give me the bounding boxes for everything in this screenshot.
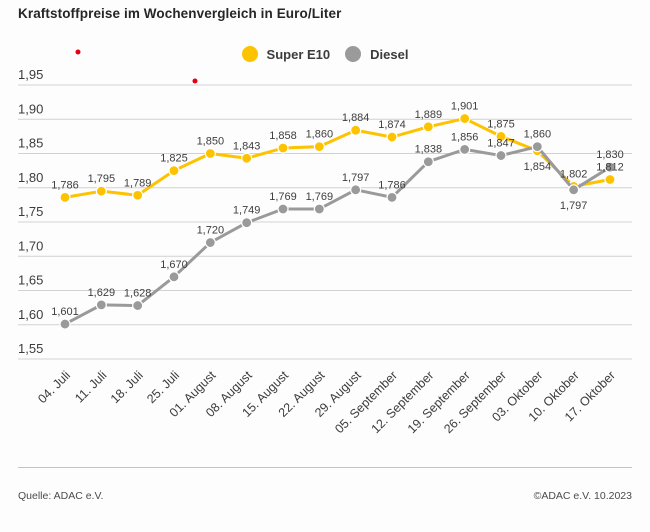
data-point-value-label: 1,789 bbox=[124, 177, 152, 189]
data-point-value-label: 1,838 bbox=[415, 144, 443, 156]
legend-item-super-e10: Super E10 bbox=[241, 46, 331, 62]
super-e10-data-point bbox=[386, 131, 398, 143]
legend: Super E10 Diesel bbox=[0, 46, 650, 62]
data-point-value-label: 1,629 bbox=[88, 287, 116, 299]
data-point-value-label: 1,856 bbox=[451, 131, 479, 143]
y-axis-tick-label: 1,55 bbox=[18, 341, 43, 356]
y-axis-tick-label: 1,75 bbox=[18, 204, 43, 219]
data-point-value-label: 1,874 bbox=[378, 119, 406, 131]
data-point-value-label: 1,769 bbox=[269, 191, 297, 203]
footer-divider bbox=[18, 467, 632, 468]
data-point-value-label: 1,601 bbox=[51, 306, 79, 318]
diesel-data-point bbox=[168, 271, 180, 283]
diesel-data-point bbox=[241, 217, 253, 229]
super-e10-data-point bbox=[422, 121, 434, 133]
data-point-value-label: 1,797 bbox=[342, 172, 370, 184]
legend-label-super-e10: Super E10 bbox=[266, 46, 331, 62]
data-point-value-label: 1,749 bbox=[233, 205, 261, 217]
y-axis-tick-label: 1,95 bbox=[18, 67, 43, 82]
x-axis-tick-label: 18. Juli bbox=[108, 368, 146, 406]
data-point-value-label: 1,889 bbox=[415, 109, 443, 121]
y-axis-tick-label: 1,85 bbox=[18, 136, 43, 151]
data-point-value-label: 1,860 bbox=[524, 129, 552, 141]
data-point-value-label: 1,830 bbox=[596, 149, 624, 161]
diesel-data-point bbox=[568, 184, 580, 196]
data-point-value-label: 1,670 bbox=[160, 259, 188, 271]
super-e10-data-point bbox=[350, 124, 362, 136]
diesel-data-point bbox=[95, 299, 107, 311]
legend-label-diesel: Diesel bbox=[370, 46, 409, 62]
diesel-data-point bbox=[204, 236, 216, 249]
diesel-data-point bbox=[531, 141, 543, 153]
diesel-data-point bbox=[59, 318, 71, 330]
data-point-value-label: 1,847 bbox=[487, 138, 515, 150]
page-title: Kraftstoffpreise im Wochenvergleich in E… bbox=[18, 6, 342, 21]
data-point-value-label: 1,843 bbox=[233, 140, 261, 152]
y-axis-tick-label: 1,70 bbox=[18, 238, 43, 253]
data-point-value-label: 1,628 bbox=[124, 288, 152, 300]
data-point-value-label: 1,795 bbox=[88, 173, 116, 185]
super-e10-data-point bbox=[59, 191, 71, 203]
super-e10-dot-icon bbox=[241, 46, 258, 62]
data-point-value-label: 1,802 bbox=[560, 168, 588, 180]
super-e10-data-point bbox=[277, 142, 289, 154]
diesel-data-point bbox=[132, 299, 144, 312]
red-artifact-dot bbox=[192, 78, 198, 84]
data-point-value-label: 1,884 bbox=[342, 112, 370, 124]
diesel-data-point bbox=[604, 161, 616, 173]
diesel-data-point bbox=[277, 203, 289, 215]
y-axis-tick-label: 1,90 bbox=[18, 101, 43, 116]
y-axis-tick-label: 1,60 bbox=[18, 307, 43, 322]
data-point-value-label: 1,797 bbox=[560, 200, 588, 212]
data-point-value-label: 1,901 bbox=[451, 101, 479, 113]
copyright-text: ©ADAC e.V. 10.2023 bbox=[533, 490, 632, 502]
red-artifact-dot bbox=[75, 49, 81, 55]
diesel-data-point bbox=[350, 184, 362, 196]
data-point-value-label: 1,812 bbox=[596, 162, 624, 174]
super-e10-data-point bbox=[204, 147, 216, 160]
super-e10-line bbox=[63, 117, 612, 199]
diesel-data-point bbox=[459, 143, 471, 155]
super-e10-data-point bbox=[132, 189, 144, 201]
x-axis-tick-label: 11. Juli bbox=[72, 368, 109, 405]
diesel-line bbox=[63, 145, 612, 326]
data-point-value-label: 1,858 bbox=[269, 130, 297, 142]
super-e10-data-point bbox=[313, 141, 325, 153]
data-point-value-label: 1,786 bbox=[51, 179, 79, 191]
y-axis-tick-label: 1,65 bbox=[18, 273, 43, 288]
data-point-value-label: 1,875 bbox=[487, 118, 515, 130]
fuel-price-line-chart: 1,95 1,90 1,85 1,80 1,75 1,70 1,65 1,60 1,55 04. … bbox=[18, 49, 632, 436]
data-point-value-label: 1,786 bbox=[378, 179, 406, 191]
diesel-data-point bbox=[313, 203, 325, 215]
data-point-value-label: 1,769 bbox=[306, 191, 334, 203]
super-e10-data-point bbox=[168, 165, 180, 177]
super-e10-data-point bbox=[604, 173, 616, 186]
y-axis-tick-label: 1,80 bbox=[18, 170, 43, 185]
footer: Quelle: ADAC e.V. ©ADAC e.V. 10.2023 bbox=[18, 490, 632, 502]
legend-item-diesel: Diesel bbox=[345, 46, 408, 62]
data-point-value-label: 1,720 bbox=[197, 225, 225, 237]
source-text: Quelle: ADAC e.V. bbox=[18, 490, 104, 502]
data-point-value-label: 1,850 bbox=[197, 136, 225, 148]
super-e10-data-point bbox=[95, 185, 107, 197]
data-point-value-label: 1,825 bbox=[160, 153, 188, 165]
data-point-value-label: 1,854 bbox=[524, 161, 552, 173]
super-e10-data-point bbox=[459, 112, 471, 125]
diesel-data-point bbox=[386, 191, 398, 203]
diesel-data-point bbox=[495, 149, 507, 162]
diesel-data-point bbox=[422, 156, 434, 168]
super-e10-data-point bbox=[241, 152, 253, 164]
data-point-value-label: 1,860 bbox=[306, 129, 334, 141]
super-e10-data-point bbox=[495, 130, 507, 142]
diesel-dot-icon bbox=[345, 46, 362, 62]
x-axis-tick-label: 04. Juli bbox=[35, 368, 73, 406]
